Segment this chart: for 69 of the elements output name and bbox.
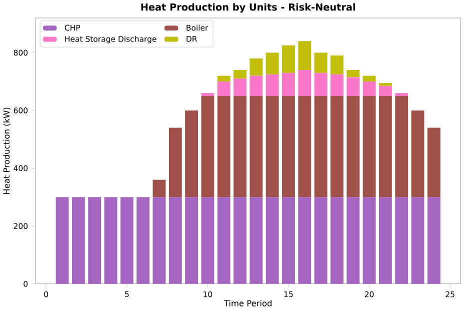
bar — [362, 76, 376, 82]
bar — [411, 197, 424, 284]
bar — [362, 82, 376, 96]
bar — [72, 197, 85, 284]
bar — [282, 73, 295, 96]
bar — [234, 96, 246, 198]
bar — [411, 110, 424, 198]
bar — [120, 197, 134, 284]
bar — [395, 96, 408, 198]
bar — [378, 197, 392, 284]
bar — [250, 76, 263, 96]
bar — [298, 41, 312, 70]
bar — [346, 96, 360, 198]
bar — [298, 70, 312, 96]
bar — [395, 197, 408, 284]
bar — [266, 197, 279, 284]
bar — [234, 70, 246, 79]
bar — [234, 78, 246, 96]
bar — [427, 197, 440, 284]
bar — [250, 96, 263, 198]
bar — [88, 197, 102, 284]
bar — [330, 96, 344, 198]
x-axis-title: Time Period — [224, 300, 272, 307]
bar — [362, 96, 376, 198]
bar — [266, 74, 279, 96]
bar — [427, 128, 440, 198]
bar — [282, 96, 295, 198]
bar — [346, 70, 360, 78]
bar — [56, 197, 69, 284]
bar — [298, 197, 312, 284]
bar — [168, 197, 182, 284]
bar — [314, 52, 328, 74]
y-axis-title: Heat Production (kW) — [3, 108, 11, 194]
bar — [378, 96, 392, 198]
bar — [104, 197, 118, 284]
bar — [346, 77, 360, 96]
bar — [250, 58, 263, 76]
bar — [298, 96, 312, 198]
bar — [314, 197, 328, 284]
bar — [136, 197, 150, 284]
bar — [217, 96, 230, 198]
bar — [378, 86, 392, 96]
bar — [395, 93, 408, 96]
bar — [217, 82, 230, 96]
bar — [201, 197, 214, 284]
bar — [201, 93, 214, 96]
bar — [217, 76, 230, 82]
bar — [330, 74, 344, 96]
bar — [330, 56, 344, 75]
bar — [217, 197, 230, 284]
chart-title: Heat Production by Units - Risk-Neutral — [141, 3, 356, 13]
bar — [234, 197, 246, 284]
bar — [282, 46, 295, 74]
bar — [266, 96, 279, 198]
bar — [168, 128, 182, 198]
bar — [330, 197, 344, 284]
bar — [152, 180, 166, 198]
bar — [362, 197, 376, 284]
bar — [314, 96, 328, 198]
bar — [201, 96, 214, 198]
bar — [250, 197, 263, 284]
bar — [185, 110, 198, 198]
bar — [185, 197, 198, 284]
bar — [346, 197, 360, 284]
bar — [378, 83, 392, 86]
bar — [314, 73, 328, 96]
bar — [152, 197, 166, 284]
bar — [266, 52, 279, 75]
bar — [282, 197, 295, 284]
